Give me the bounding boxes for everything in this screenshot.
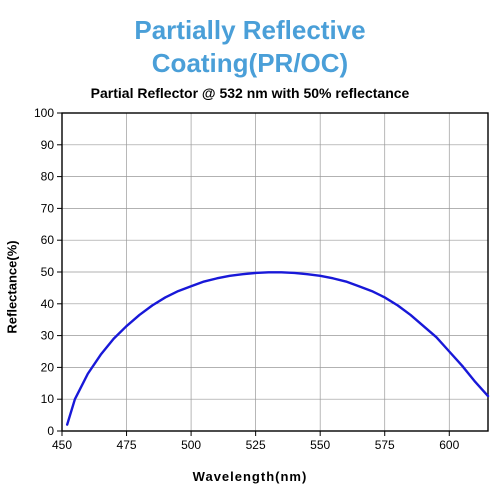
title-line-2: Coating(PR/OC) [0,47,500,80]
x-axis-label: Wavelength(nm) [0,467,500,484]
svg-text:525: 525 [246,438,266,452]
chart-subtitle: Partial Reflector @ 532 nm with 50% refl… [0,85,500,107]
svg-text:500: 500 [181,438,201,452]
svg-text:20: 20 [41,360,55,374]
svg-text:100: 100 [34,107,54,120]
title-line-1: Partially Reflective [0,14,500,47]
chart-container: Reflectance(%) 0 10 20 30 40 50 60 70 80 90 100 450… [0,107,500,467]
svg-text:70: 70 [41,201,55,215]
svg-text:550: 550 [310,438,330,452]
svg-text:60: 60 [41,233,55,247]
svg-text:50: 50 [41,265,55,279]
svg-text:10: 10 [41,392,55,406]
page-title: Partially Reflective Coating(PR/OC) [0,0,500,85]
svg-text:80: 80 [41,170,55,184]
svg-text:575: 575 [375,438,395,452]
svg-text:600: 600 [439,438,459,452]
svg-text:0: 0 [47,424,54,438]
svg-text:450: 450 [52,438,72,452]
svg-text:40: 40 [41,297,55,311]
svg-text:475: 475 [117,438,137,452]
reflectance-chart: 0 10 20 30 40 50 60 70 80 90 100 450 475 500 525 550 575… [0,107,500,467]
svg-text:90: 90 [41,138,55,152]
y-axis-label: Reflectance(%) [5,240,20,333]
svg-text:30: 30 [41,329,55,343]
